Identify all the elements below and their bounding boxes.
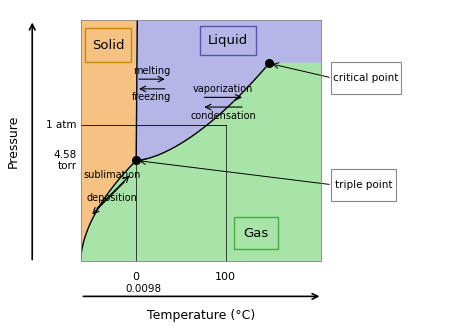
Text: Temperature (°C): Temperature (°C) [147, 309, 255, 321]
Text: Liquid: Liquid [208, 34, 248, 47]
Text: 0: 0 [133, 272, 140, 282]
FancyBboxPatch shape [331, 169, 396, 200]
Text: critical point: critical point [333, 73, 399, 83]
FancyBboxPatch shape [234, 217, 278, 249]
Text: vaporization: vaporization [193, 84, 254, 94]
Text: deposition: deposition [87, 193, 137, 203]
FancyBboxPatch shape [331, 62, 401, 94]
Text: 0.0098: 0.0098 [125, 284, 162, 294]
Text: melting: melting [133, 66, 171, 75]
FancyBboxPatch shape [200, 26, 256, 55]
Text: Pressure: Pressure [6, 114, 19, 168]
Text: sublimation: sublimation [83, 170, 141, 180]
Text: Solid: Solid [92, 39, 125, 52]
Polygon shape [81, 20, 137, 262]
Text: Gas: Gas [243, 227, 268, 240]
Text: 1 atm: 1 atm [46, 120, 77, 130]
Text: 100: 100 [215, 272, 236, 282]
Polygon shape [81, 63, 322, 262]
FancyBboxPatch shape [85, 28, 131, 62]
Text: 4.58
torr: 4.58 torr [54, 150, 77, 171]
Text: condensation: condensation [191, 111, 256, 121]
Text: triple point: triple point [335, 180, 392, 190]
Polygon shape [136, 20, 322, 160]
Text: freezing: freezing [132, 92, 172, 102]
